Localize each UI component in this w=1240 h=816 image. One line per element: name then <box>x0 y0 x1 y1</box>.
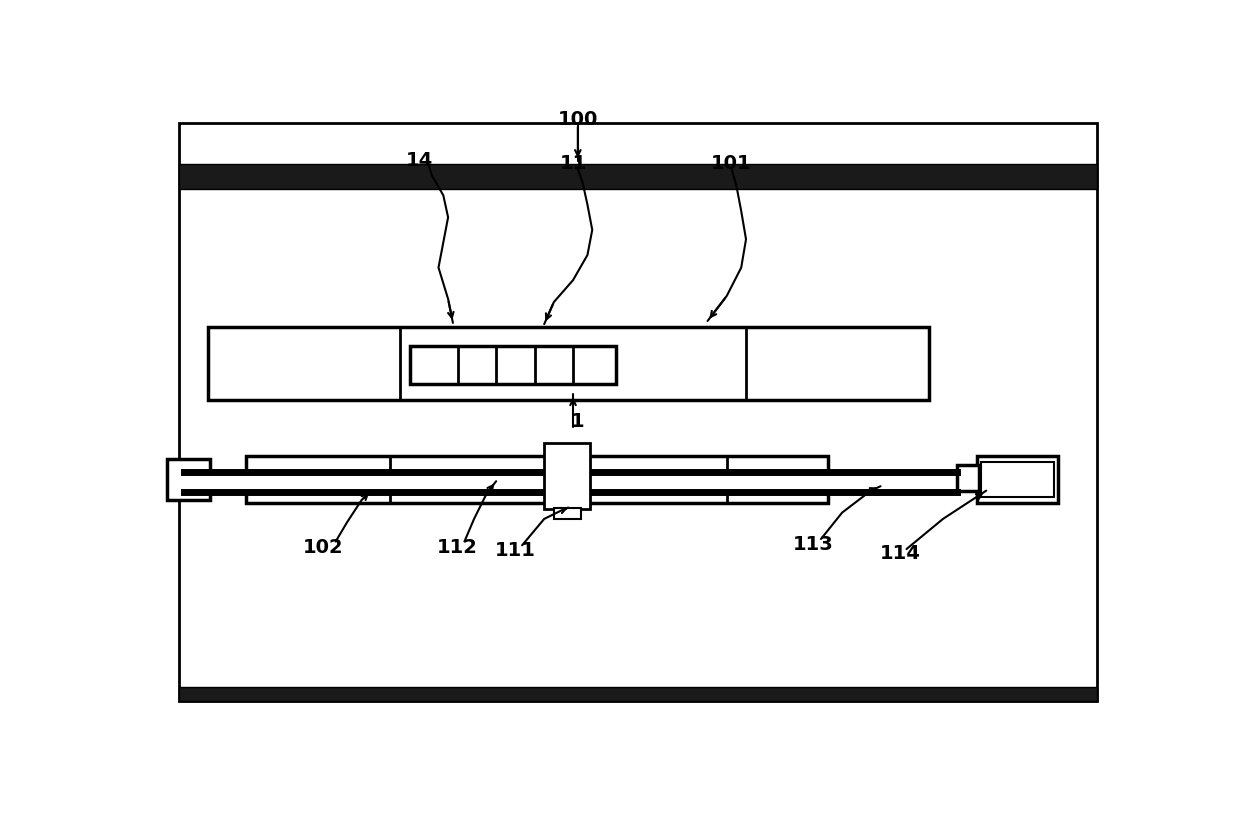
Bar <box>179 164 1096 189</box>
Bar <box>977 456 1058 503</box>
Text: 101: 101 <box>712 154 751 173</box>
Bar <box>554 508 580 519</box>
Text: 113: 113 <box>792 534 833 553</box>
Text: 1: 1 <box>572 412 584 431</box>
Bar <box>544 444 590 509</box>
Bar <box>957 465 978 490</box>
Bar <box>247 456 828 503</box>
Bar <box>208 327 929 400</box>
Bar <box>409 346 616 384</box>
Bar <box>982 463 1054 497</box>
Bar <box>179 687 1096 701</box>
Text: 114: 114 <box>879 544 920 563</box>
Text: 111: 111 <box>495 541 536 560</box>
Text: 112: 112 <box>438 538 479 557</box>
Text: 14: 14 <box>405 151 433 171</box>
Text: 102: 102 <box>303 538 343 557</box>
Text: 100: 100 <box>558 110 598 130</box>
Text: 11: 11 <box>559 154 587 173</box>
Bar <box>166 459 210 500</box>
